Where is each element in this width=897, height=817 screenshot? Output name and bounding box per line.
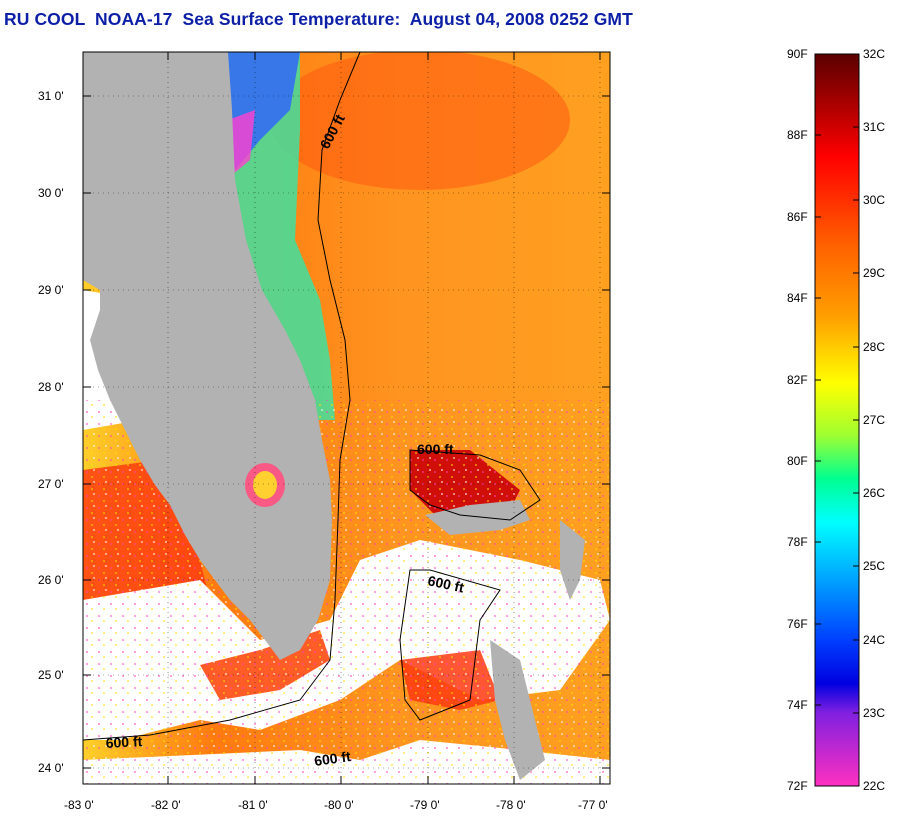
colorbar-c-label: 26C: [863, 486, 885, 500]
colorbar-f-label: 84F: [787, 291, 808, 305]
colorbar-c-label: 30C: [863, 193, 885, 207]
lat-label: 30 0': [38, 186, 64, 200]
lon-label: -77 0': [578, 798, 608, 812]
colorbar-c-label: 29C: [863, 266, 885, 280]
lat-label: 28 0': [38, 380, 64, 394]
contour-label-southwest: 600 ft: [105, 733, 143, 751]
lat-label: 31 0': [38, 89, 64, 103]
colorbar-c-label: 23C: [863, 706, 885, 720]
isobath-600ft-florida: [83, 52, 361, 741]
colorbar-c-label: 28C: [863, 340, 885, 354]
plot-frame: [82, 51, 611, 785]
contour-label-bahamas: 600 ft: [417, 441, 454, 457]
colorbar-f-label: 80F: [787, 454, 808, 468]
colorbar-f-label: 90F: [787, 47, 808, 61]
graticule: [83, 52, 610, 784]
colorbar-f-label: 82F: [787, 373, 808, 387]
map-title: RU COOL NOAA-17 Sea Surface Temperature:…: [4, 9, 633, 29]
colorbar-f-label: 74F: [787, 698, 808, 712]
lon-label: -83 0': [64, 798, 94, 812]
colorbar-f-label: 86F: [787, 210, 808, 224]
colorbar-c-label: 32C: [863, 47, 885, 61]
lat-label: 27 0': [38, 477, 64, 491]
lake-okeechobee-inner: [253, 471, 277, 499]
colorbar-c-label: 22C: [863, 779, 885, 793]
map-plot-area: 600 ft 600 ft 600 ft 600 ft 600 ft: [83, 52, 610, 784]
colorbar-gradient: [814, 53, 860, 787]
lon-label: -80 0': [324, 798, 354, 812]
colorbar-c-label: 24C: [863, 633, 885, 647]
florida-landmass: [83, 52, 332, 660]
axis-ticks: [83, 52, 610, 784]
isobath-600ft-bahamas-north: [409, 449, 541, 521]
lon-label: -78 0': [496, 798, 526, 812]
contour-label-south: 600 ft: [313, 748, 352, 769]
colorbar-f-label: 76F: [787, 617, 808, 631]
colorbar-c-label: 31C: [863, 120, 885, 134]
colorbar-c-label: 27C: [863, 413, 885, 427]
cold-patch-magenta: [228, 110, 255, 175]
colorbar-f-label: 72F: [787, 779, 808, 793]
contour-label-east: 600 ft: [426, 572, 465, 595]
isobath-600ft-bahamas-south: [399, 569, 501, 721]
longitude-labels: -83 0' -82 0' -81 0' -80 0' -79 0' -78 0…: [64, 798, 608, 812]
colorbar: 90F 88F 86F 84F 82F 80F 78F 76F 74F 72F …: [787, 47, 885, 793]
colorbar-c-label: 25C: [863, 559, 885, 573]
latitude-labels: 31 0' 30 0' 29 0' 28 0' 27 0' 26 0' 25 0…: [38, 89, 64, 775]
warm-water-lobe: [270, 52, 570, 190]
grand-bahama-island: [425, 500, 530, 535]
lon-label: -81 0': [238, 798, 268, 812]
colorbar-c-ticks: [853, 53, 859, 787]
lat-label: 26 0': [38, 573, 64, 587]
lat-label: 25 0': [38, 668, 64, 682]
lat-label: 29 0': [38, 283, 64, 297]
colorbar-f-label: 88F: [787, 128, 808, 142]
lat-label: 24 0': [38, 761, 64, 775]
colorbar-f-label: 78F: [787, 535, 808, 549]
lon-label: -79 0': [410, 798, 440, 812]
lon-label: -82 0': [151, 798, 181, 812]
colorbar-f-ticks: [815, 53, 821, 787]
